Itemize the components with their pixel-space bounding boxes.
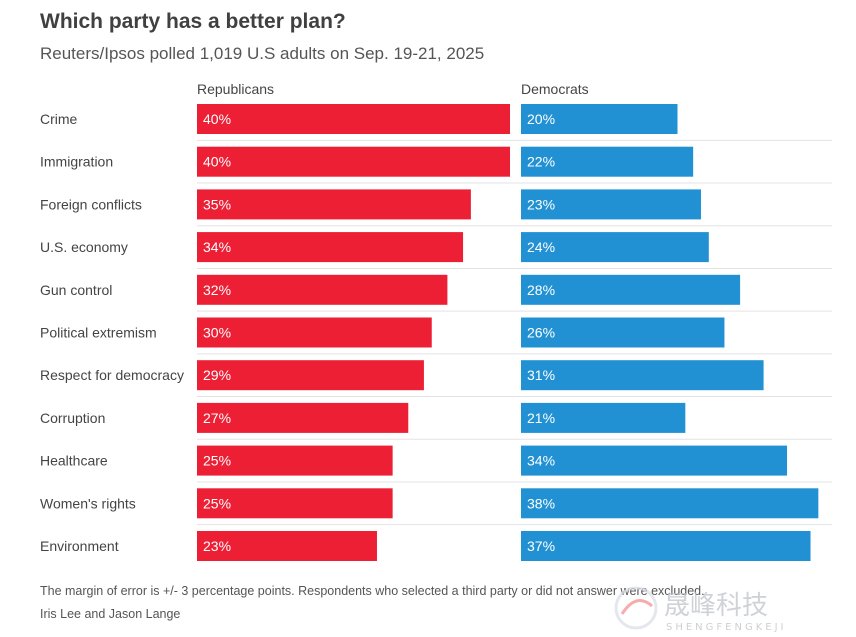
bar-republicans (197, 189, 471, 220)
watermark-cn: 晟峰科技 (664, 591, 768, 621)
series-header-1: Democrats (521, 81, 589, 97)
series-header-0: Republicans (197, 81, 274, 97)
data-label: 29% (203, 367, 231, 383)
data-label: 21% (527, 410, 555, 426)
data-label: 34% (527, 453, 555, 469)
bar-democrats (521, 360, 764, 391)
watermark-logo: 晟峰科技 SHENGFENGKEJI (614, 586, 787, 633)
category-label: Gun control (40, 282, 112, 298)
chart-subtitle: Reuters/Ipsos polled 1,019 U.S adults on… (40, 44, 485, 63)
bar-republicans (197, 104, 510, 134)
credit: Iris Lee and Jason Lange (40, 607, 181, 621)
chart-title: Which party has a better plan? (40, 10, 346, 33)
bar-democrats (521, 189, 701, 220)
data-label: 20% (527, 111, 555, 127)
watermark-en: SHENGFENGKEJI (666, 622, 787, 633)
bar-republicans (197, 445, 393, 476)
bar-republicans (197, 531, 377, 561)
data-label: 24% (527, 239, 555, 255)
bar-republicans (197, 146, 510, 177)
bar-democrats (521, 274, 741, 305)
data-label: 27% (203, 410, 231, 426)
bar-republicans (197, 488, 393, 519)
data-label: 30% (203, 325, 231, 341)
category-label: Corruption (40, 410, 105, 426)
category-label: Respect for democracy (40, 367, 184, 383)
bar-chart: Republicans Democrats Crime 40% 20% Immigrati… (40, 81, 832, 561)
category-label: Crime (40, 111, 78, 127)
data-label: 25% (203, 495, 231, 511)
data-label: 40% (203, 111, 231, 127)
data-label: 22% (527, 154, 555, 170)
bar-republicans (197, 232, 464, 263)
bar-republicans (197, 360, 424, 391)
category-label: Immigration (40, 154, 113, 170)
category-label: Healthcare (40, 453, 108, 469)
bar-republicans (197, 317, 432, 348)
data-label: 31% (527, 367, 555, 383)
category-label: Women's rights (40, 495, 136, 511)
bar-democrats (521, 232, 709, 263)
data-label: 40% (203, 154, 231, 170)
data-label: 32% (203, 282, 231, 298)
footnote: The margin of error is +/- 3 percentage … (40, 584, 705, 598)
data-label: 26% (527, 325, 555, 341)
data-label: 28% (527, 282, 555, 298)
bar-democrats (521, 402, 686, 433)
data-label: 35% (203, 196, 231, 212)
data-label: 25% (203, 453, 231, 469)
bar-democrats (521, 531, 811, 561)
category-label: Political extremism (40, 325, 157, 341)
data-label: 23% (203, 538, 231, 554)
bar-republicans (197, 402, 409, 433)
bar-republicans (197, 274, 448, 305)
bar-democrats (521, 445, 788, 476)
bar-democrats (521, 146, 694, 177)
bar-democrats (521, 104, 678, 134)
data-label: 23% (527, 196, 555, 212)
category-label: U.S. economy (40, 239, 128, 255)
bar-democrats (521, 488, 819, 519)
data-label: 37% (527, 538, 555, 554)
category-label: Foreign conflicts (40, 196, 142, 212)
bar-democrats (521, 317, 725, 348)
data-label: 38% (527, 495, 555, 511)
data-label: 34% (203, 239, 231, 255)
category-label: Environment (40, 538, 119, 554)
